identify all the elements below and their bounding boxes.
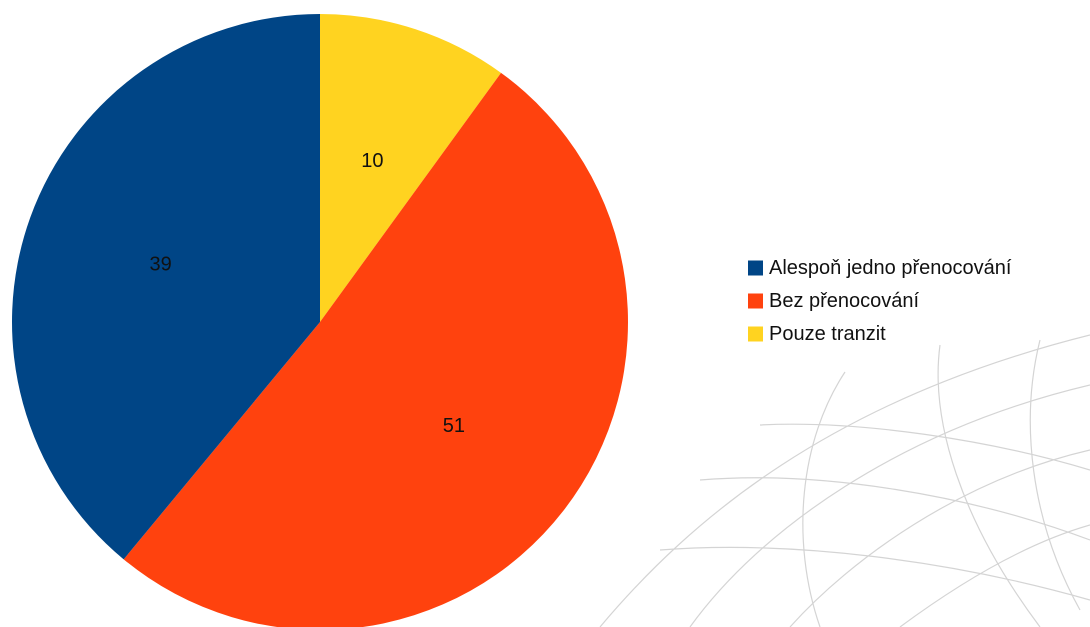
- legend-label-1: Bez přenocování: [769, 290, 920, 312]
- globe-arc-1: [599, 334, 1090, 627]
- globe-arc-9: [659, 546, 1090, 601]
- globe-arc-8: [699, 477, 1090, 541]
- globe-arc-5: [937, 344, 1041, 627]
- pie-slice-1: [123, 72, 628, 627]
- legend-label-2: Pouze tranzit: [769, 323, 886, 345]
- globe-arc-3: [789, 449, 1090, 627]
- legend-swatch-0: [748, 260, 763, 276]
- data-label-0: 10: [361, 150, 383, 172]
- legend: Alespoň jedno přenocování Bez přenocování…: [748, 257, 1012, 345]
- pie-data-labels: 10 51 39: [149, 150, 464, 437]
- pie-slice-2: [12, 14, 321, 560]
- pie-slices: [12, 14, 628, 627]
- globe-arc-2: [689, 384, 1090, 627]
- globe-arc-6: [1029, 339, 1081, 611]
- legend-swatch-2: [748, 326, 763, 342]
- globe-arc-7: [759, 423, 1090, 471]
- globe-watermark: [599, 334, 1090, 627]
- globe-arc-4: [899, 524, 1090, 627]
- data-label-2: 39: [149, 254, 171, 276]
- globe-arc-10: [802, 371, 846, 627]
- pie-slice-0: [320, 14, 502, 322]
- data-label-1: 51: [443, 415, 465, 437]
- legend-label-0: Alespoň jedno přenocování: [769, 257, 1012, 279]
- legend-swatch-1: [748, 293, 763, 309]
